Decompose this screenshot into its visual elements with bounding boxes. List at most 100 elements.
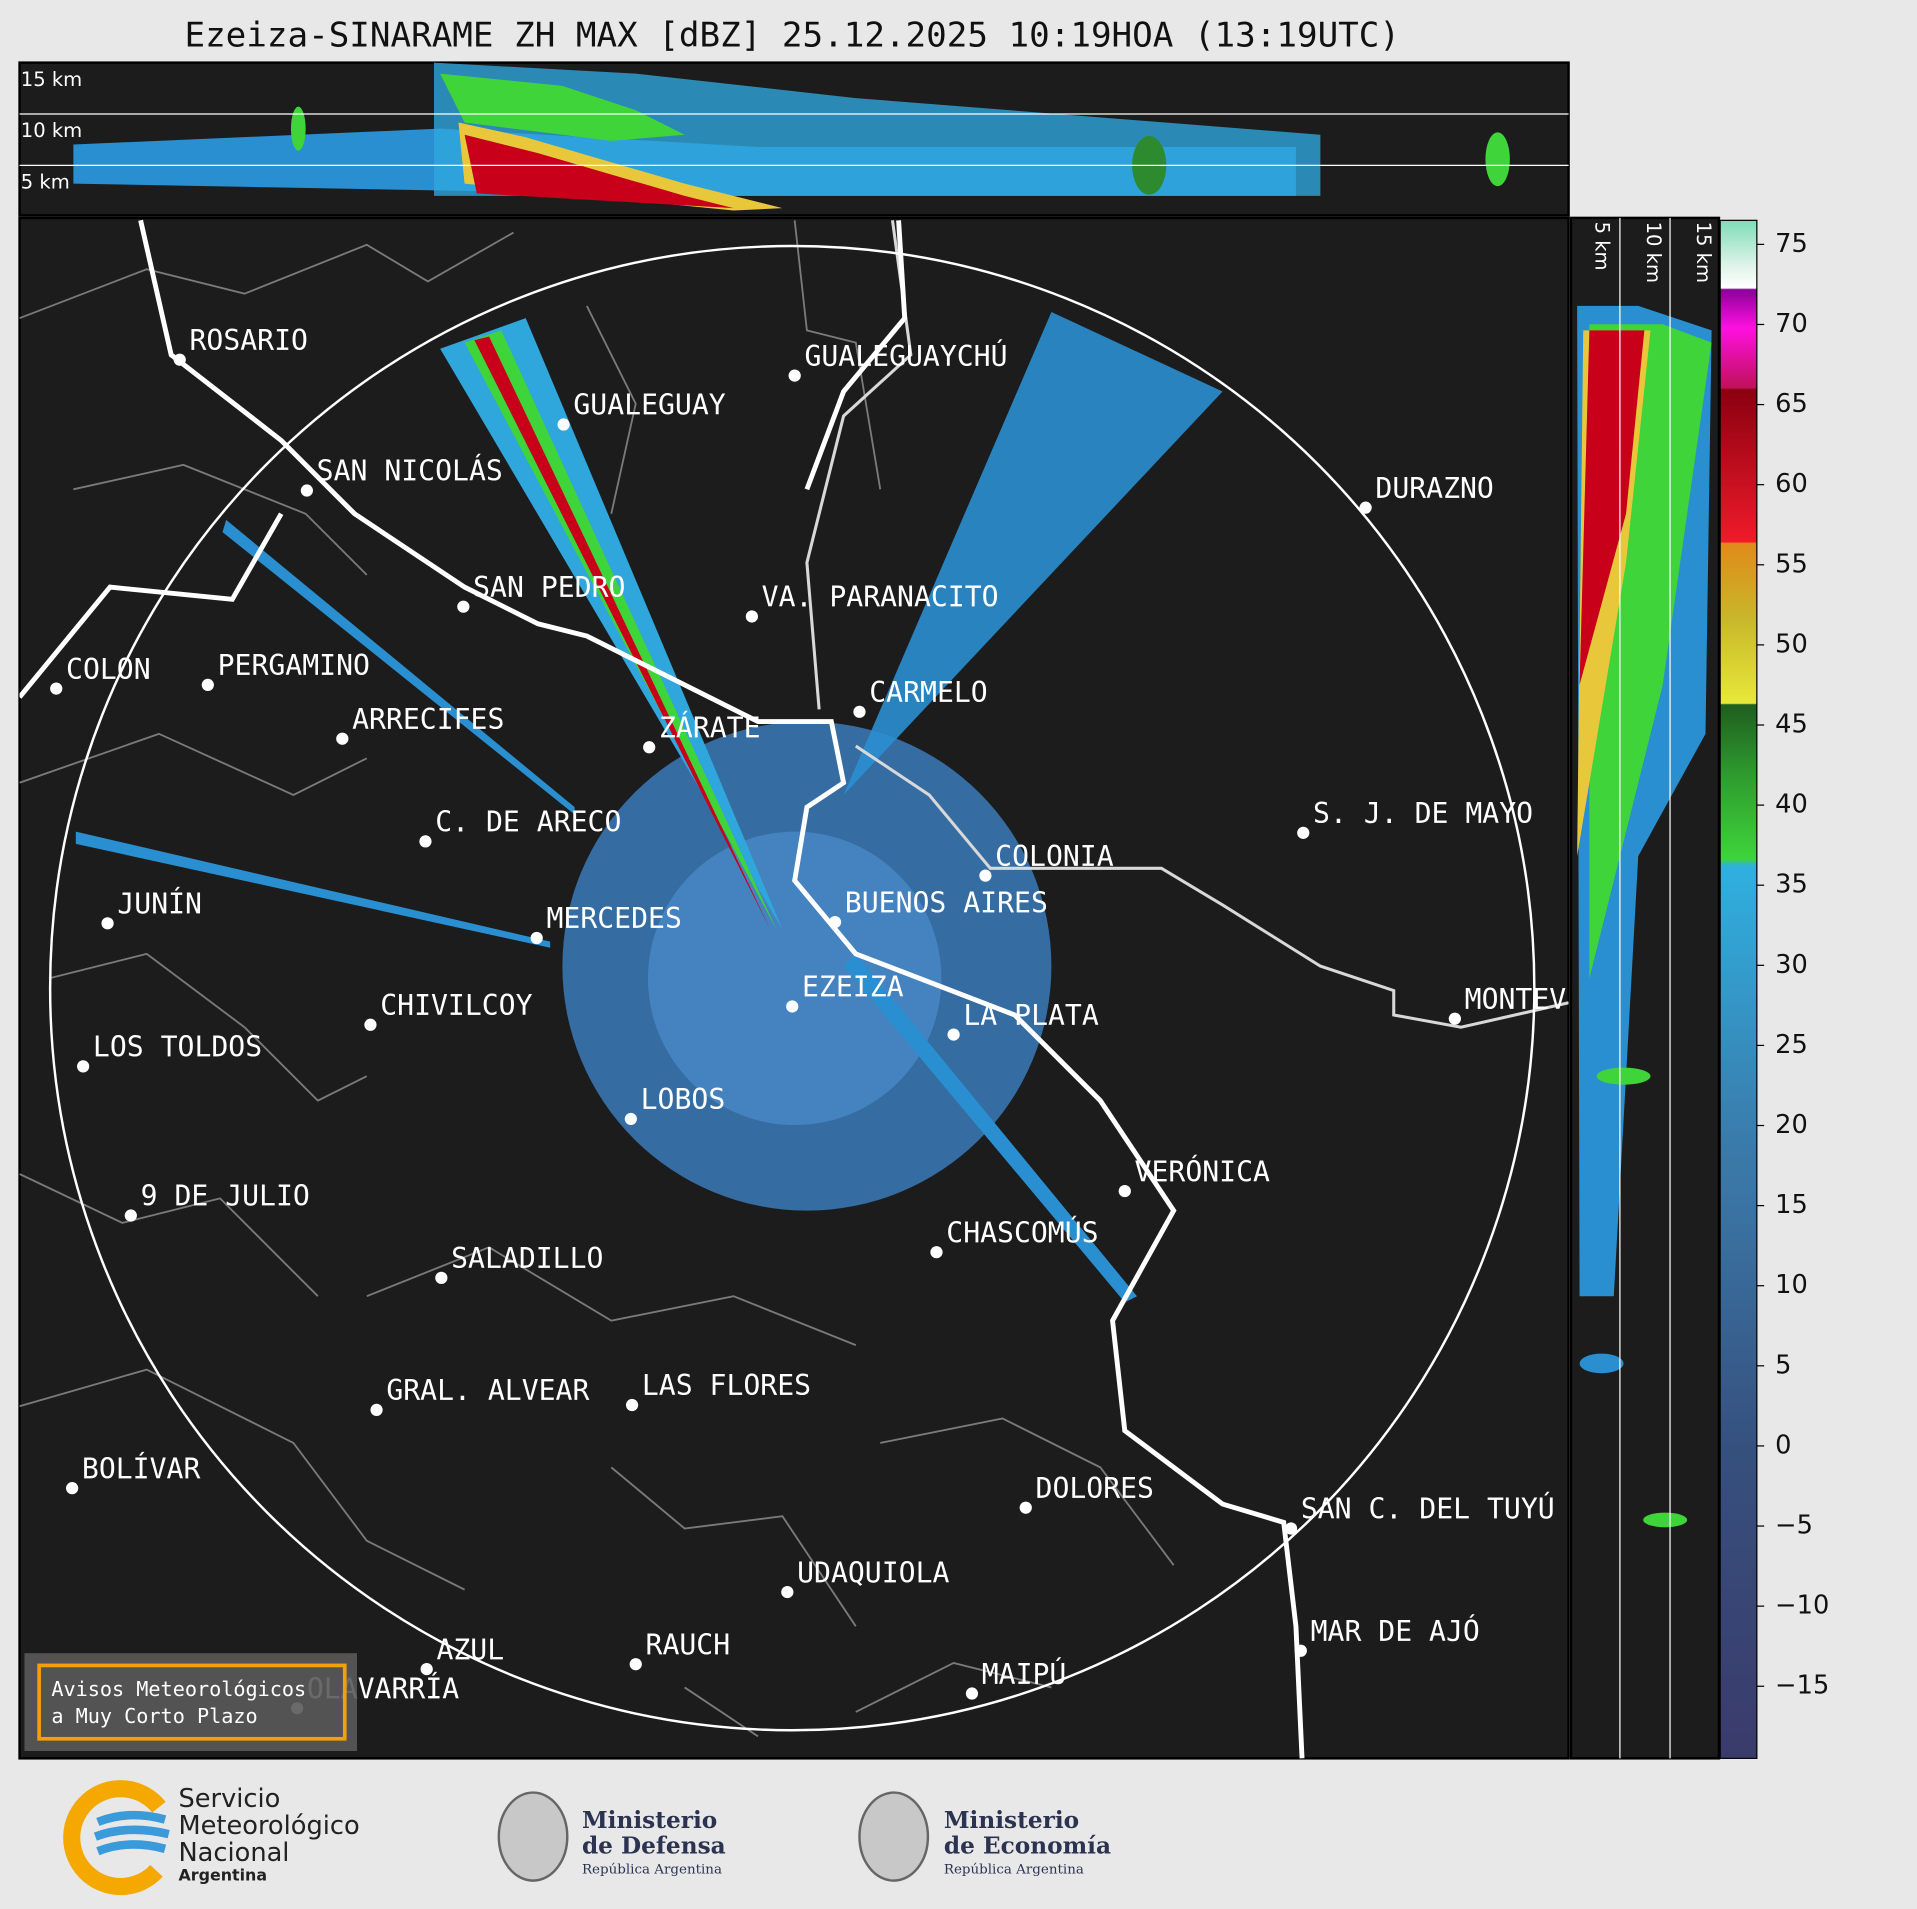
city-label: GUALEGUAYCHÚ bbox=[804, 339, 1007, 373]
city-label: ROSARIO bbox=[189, 324, 307, 357]
city-dot bbox=[457, 600, 470, 613]
city-dot bbox=[930, 1246, 943, 1259]
echoes bbox=[73, 62, 1510, 211]
city-label: ARRECIFES bbox=[352, 703, 504, 736]
city-label: 9 DE JULIO bbox=[141, 1180, 310, 1213]
city-dot bbox=[947, 1028, 960, 1041]
colorbar-tick-label: 45 bbox=[1775, 709, 1808, 739]
range-ring bbox=[48, 244, 1536, 1732]
echo bbox=[474, 336, 771, 930]
city-label: RAUCH bbox=[646, 1628, 731, 1661]
city-label: EZEIZA bbox=[802, 971, 904, 1004]
height-label: 15 km bbox=[21, 68, 82, 91]
city-label: C. DE ARECO bbox=[435, 806, 621, 839]
city-label: DURAZNO bbox=[1375, 472, 1493, 505]
colorbar-tick-label: −15 bbox=[1775, 1671, 1829, 1701]
echo bbox=[1596, 1067, 1651, 1085]
city-dot bbox=[1118, 1184, 1131, 1198]
colorbar-tick-label: 30 bbox=[1775, 950, 1808, 980]
city-label: MAIPÚ bbox=[982, 1657, 1067, 1691]
coast bbox=[19, 219, 1305, 1759]
city-dot bbox=[420, 1662, 433, 1676]
colorbar-tick-label: 75 bbox=[1775, 229, 1808, 259]
city-label: S. J. DE MAYO bbox=[1313, 797, 1533, 830]
city-label: UDAQUIOLA bbox=[797, 1556, 949, 1589]
colorbar-scale bbox=[1719, 219, 1758, 1759]
colorbar-tick-label: 55 bbox=[1775, 549, 1808, 579]
colorbar-tick-label: 15 bbox=[1775, 1190, 1808, 1220]
city-dot bbox=[1019, 1501, 1032, 1514]
map: ROSARIO GUALEGUAYCHÚ GUALEGUAY SAN NICOLÁS D… bbox=[18, 216, 1634, 1760]
echo bbox=[434, 62, 1321, 196]
top-section: 15 km 10 km 5 km bbox=[18, 61, 1570, 217]
colorbar-tick-label: −10 bbox=[1775, 1591, 1829, 1621]
city-dot bbox=[643, 741, 656, 754]
city-dot bbox=[1297, 826, 1310, 839]
city-label: AZUL bbox=[436, 1633, 504, 1666]
city-dot bbox=[50, 682, 63, 695]
logo-text: de Defensa bbox=[582, 1833, 726, 1860]
city-dot bbox=[1359, 501, 1372, 514]
city-dot bbox=[624, 1112, 637, 1126]
city-dot bbox=[336, 732, 349, 745]
colorbar-tick-label: 10 bbox=[1775, 1270, 1808, 1300]
logo-waves bbox=[93, 1810, 170, 1856]
echo bbox=[843, 312, 1223, 795]
logo-text: de Economía bbox=[944, 1833, 1111, 1860]
height-label: 5 km bbox=[1590, 222, 1613, 271]
city-dot bbox=[1448, 1012, 1461, 1025]
echo bbox=[1643, 1512, 1688, 1528]
city-label: LAS FLORES bbox=[642, 1369, 811, 1402]
footer: Servicio Meteorológico Nacional Argentin… bbox=[63, 1780, 1111, 1896]
logo-defensa: Ministerio de Defensa República Argentin… bbox=[497, 1791, 726, 1882]
city-dot bbox=[557, 418, 570, 431]
city-dot bbox=[66, 1482, 79, 1495]
colorbar-tick-label: 50 bbox=[1775, 629, 1808, 659]
city-label: MERCEDES bbox=[546, 902, 681, 935]
city-dot bbox=[124, 1209, 137, 1222]
city-dot bbox=[853, 705, 866, 718]
city-dot bbox=[629, 1658, 642, 1671]
logo-text: Nacional bbox=[178, 1838, 289, 1868]
height-label: 10 km bbox=[1642, 222, 1665, 283]
city-label: VERÓNICA bbox=[1135, 1154, 1270, 1188]
logo-arc bbox=[63, 1780, 166, 1896]
city-dot bbox=[530, 931, 543, 945]
cities: ROSARIO GUALEGUAYCHÚ GUALEGUAY SAN NICOLÁS D… bbox=[50, 324, 1634, 1715]
city-dot bbox=[788, 369, 801, 382]
city-dot bbox=[419, 835, 432, 848]
echo bbox=[843, 953, 1137, 1303]
city-label: MONTEVIDEO bbox=[1465, 983, 1634, 1016]
logo-text: Meteorológico bbox=[178, 1811, 359, 1841]
colorbar-tick-label: 60 bbox=[1775, 469, 1808, 499]
city-dot bbox=[300, 484, 313, 497]
city-dot bbox=[77, 1060, 90, 1073]
echo bbox=[75, 831, 551, 948]
city-dot bbox=[1294, 1644, 1307, 1657]
notice-border bbox=[37, 1663, 347, 1741]
city-dot bbox=[828, 915, 842, 929]
city-label: SAN NICOLÁS bbox=[317, 454, 503, 488]
city-label: CARMELO bbox=[869, 676, 987, 709]
city-label: LOBOS bbox=[641, 1083, 726, 1116]
echo bbox=[1485, 132, 1510, 187]
echo bbox=[1579, 1353, 1624, 1374]
echo bbox=[647, 831, 942, 1126]
city-dot bbox=[364, 1018, 377, 1031]
borders bbox=[19, 220, 1175, 1738]
city-label: GUALEGUAY bbox=[573, 389, 725, 422]
city-dot bbox=[786, 1000, 799, 1013]
colorbar-tick-label: 0 bbox=[1775, 1430, 1791, 1460]
colorbar-tick-label: 65 bbox=[1775, 389, 1808, 419]
city-dot bbox=[370, 1403, 383, 1417]
city-label: SAN PEDRO bbox=[473, 571, 625, 604]
logo-economia: Ministerio de Economía República Argenti… bbox=[858, 1791, 1111, 1882]
colorbar-tick-label: −5 bbox=[1775, 1511, 1813, 1541]
colorbar-tick-label: 40 bbox=[1775, 790, 1808, 820]
colorbar-tick-label: 20 bbox=[1775, 1110, 1808, 1140]
city-label: SAN C. DEL TUYÚ bbox=[1301, 1492, 1555, 1526]
colorbar-tick-label: 5 bbox=[1775, 1350, 1791, 1380]
city-dot bbox=[965, 1687, 979, 1700]
